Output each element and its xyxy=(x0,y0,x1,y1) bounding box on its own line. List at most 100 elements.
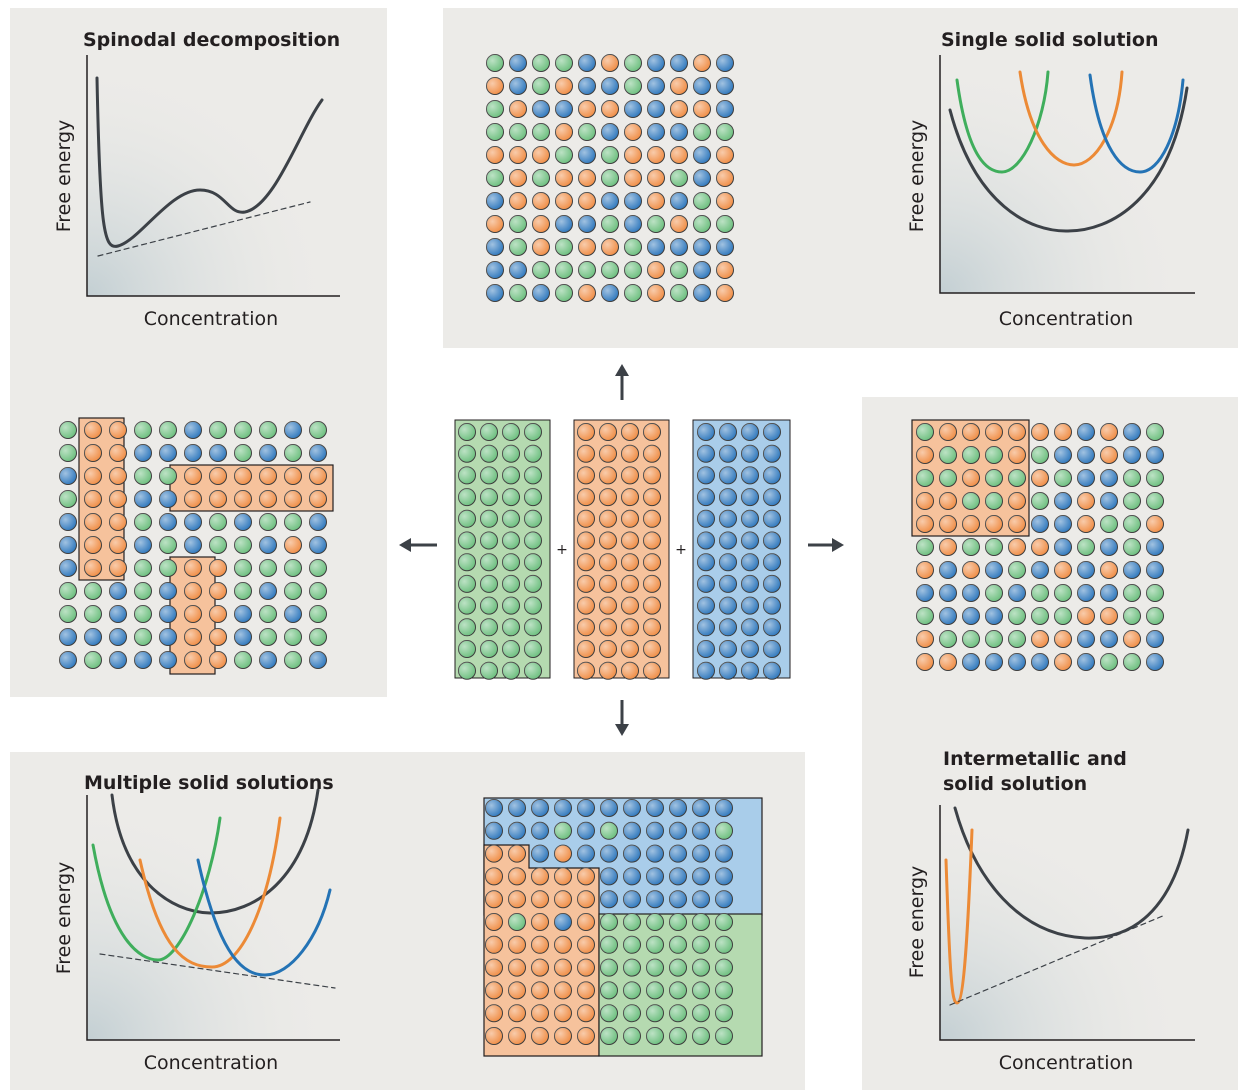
atom xyxy=(648,216,665,233)
atom xyxy=(986,493,1003,510)
atom xyxy=(648,55,665,72)
atom xyxy=(698,662,715,679)
atom xyxy=(963,516,980,533)
atom xyxy=(510,124,527,141)
atom xyxy=(600,510,617,527)
atom xyxy=(644,445,661,462)
atom xyxy=(510,285,527,302)
atom xyxy=(1124,631,1141,648)
atom xyxy=(648,193,665,210)
atom xyxy=(1032,516,1049,533)
atom xyxy=(578,845,595,862)
atom xyxy=(716,1005,733,1022)
atom xyxy=(1147,631,1164,648)
atom xyxy=(1147,424,1164,441)
atom xyxy=(1009,631,1026,648)
atom xyxy=(694,239,711,256)
atom xyxy=(578,424,595,441)
atom xyxy=(940,424,957,441)
atom xyxy=(185,514,202,531)
atom xyxy=(525,489,542,506)
atom xyxy=(742,554,759,571)
atom xyxy=(1055,424,1072,441)
atom xyxy=(1032,447,1049,464)
atom xyxy=(459,489,476,506)
atom xyxy=(647,822,664,839)
atom xyxy=(235,537,252,554)
atom xyxy=(624,891,641,908)
atom xyxy=(1078,562,1095,579)
atom xyxy=(260,537,277,554)
atom xyxy=(1101,562,1118,579)
atom xyxy=(235,606,252,623)
atom xyxy=(578,532,595,549)
atom xyxy=(671,78,688,95)
atom xyxy=(533,262,550,279)
atom xyxy=(1009,493,1026,510)
atom xyxy=(717,239,734,256)
atom xyxy=(670,868,687,885)
atom xyxy=(160,514,177,531)
atom xyxy=(160,537,177,554)
atom xyxy=(717,193,734,210)
atom xyxy=(693,800,710,817)
atom xyxy=(602,147,619,164)
atom xyxy=(556,285,573,302)
atom xyxy=(694,147,711,164)
atom xyxy=(135,560,152,577)
atom xyxy=(579,262,596,279)
atom xyxy=(235,583,252,600)
atom xyxy=(1055,585,1072,602)
atom xyxy=(917,608,934,625)
atom xyxy=(940,447,957,464)
atom xyxy=(110,629,127,646)
atom xyxy=(648,124,665,141)
atom xyxy=(503,619,520,636)
atom xyxy=(486,1028,503,1045)
atom xyxy=(1009,470,1026,487)
atom xyxy=(260,606,277,623)
atom xyxy=(917,424,934,441)
atom xyxy=(986,447,1003,464)
atom xyxy=(579,193,596,210)
atom xyxy=(1009,539,1026,556)
atom xyxy=(578,959,595,976)
atom xyxy=(720,489,737,506)
atom xyxy=(1055,562,1072,579)
atom xyxy=(600,641,617,658)
atom xyxy=(579,78,596,95)
atom xyxy=(555,822,572,839)
atom xyxy=(963,631,980,648)
atom xyxy=(625,147,642,164)
atom xyxy=(510,147,527,164)
atom xyxy=(963,424,980,441)
atom xyxy=(60,560,77,577)
atom xyxy=(481,467,498,484)
atom xyxy=(532,800,549,817)
atom xyxy=(1032,654,1049,671)
atom xyxy=(235,652,252,669)
atom xyxy=(532,1005,549,1022)
atom xyxy=(917,447,934,464)
atom xyxy=(85,606,102,623)
atom xyxy=(644,424,661,441)
atom xyxy=(85,629,102,646)
atom xyxy=(285,583,302,600)
atom xyxy=(185,583,202,600)
atom xyxy=(986,654,1003,671)
atom xyxy=(670,959,687,976)
atom xyxy=(578,982,595,999)
atom xyxy=(764,532,781,549)
atom xyxy=(486,891,503,908)
atom xyxy=(670,822,687,839)
atom xyxy=(260,629,277,646)
atom xyxy=(602,239,619,256)
atom xyxy=(60,629,77,646)
atom xyxy=(60,468,77,485)
atom xyxy=(185,629,202,646)
atom xyxy=(1124,585,1141,602)
atom xyxy=(310,445,327,462)
atom xyxy=(940,654,957,671)
atom xyxy=(525,424,542,441)
atom xyxy=(742,445,759,462)
